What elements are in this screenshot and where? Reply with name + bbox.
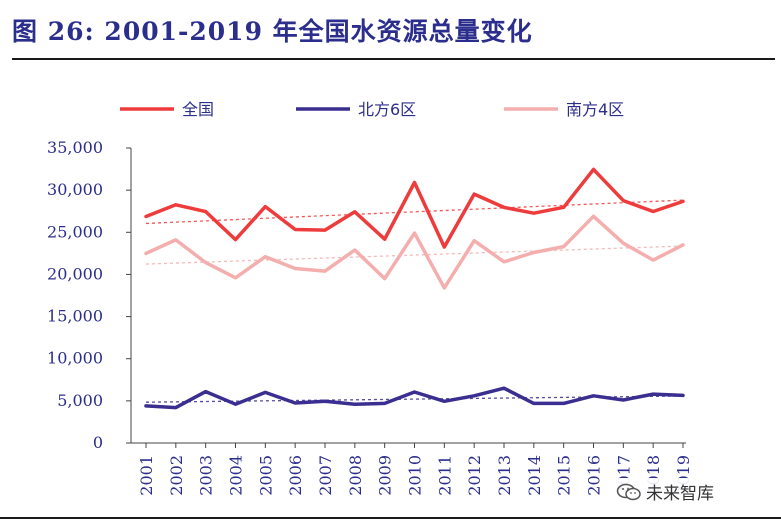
legend-label: 南方4区 <box>566 100 624 119</box>
x-axis: 2001 2002 2003 2004 2005 2006 2007 2008 2009 2010… <box>131 442 693 496</box>
y-tick-label: 5,000 <box>57 391 103 410</box>
y-tick-label: 35,000 <box>47 138 103 157</box>
x-tick-label: 2005 <box>256 455 275 496</box>
series-line <box>144 167 685 249</box>
y-tick-label: 25,000 <box>47 222 103 241</box>
x-tick-label: 2007 <box>316 455 335 496</box>
watermark-text: 未来智库 <box>646 484 714 504</box>
x-tick-label: 2003 <box>197 455 216 496</box>
footer-divider <box>0 517 781 519</box>
x-tick-label: 2014 <box>525 455 544 496</box>
x-tick-label: 2001 <box>137 455 156 496</box>
series-line <box>144 386 685 410</box>
x-tick-label: 2004 <box>227 455 246 496</box>
trendline <box>145 199 684 225</box>
x-tick-label: 2008 <box>346 455 365 496</box>
x-tick-label: 2013 <box>495 455 514 496</box>
legend-label: 全国 <box>182 100 214 119</box>
x-tick-label: 2010 <box>406 455 425 496</box>
y-tick-label: 10,000 <box>47 349 103 368</box>
wechat-icon <box>616 483 641 500</box>
series-lines <box>144 167 685 410</box>
series-line <box>144 214 685 290</box>
y-tick-label: 30,000 <box>47 180 103 199</box>
page-title: 图 26: 2001-2019 年全国水资源总量变化 <box>12 17 533 46</box>
y-tick-label: 20,000 <box>47 264 103 283</box>
watermark: 未来智库 <box>612 478 718 505</box>
x-tick-label: 2006 <box>286 455 305 496</box>
y-tick-label: 15,000 <box>47 307 103 326</box>
x-tick-label: 2011 <box>435 455 454 496</box>
x-tick-label: 2015 <box>555 455 574 496</box>
title-divider <box>12 58 775 60</box>
y-tick-label: 0 <box>93 433 103 452</box>
y-axis: 0 5,000 10,000 15,000 20,000 25,000 30,000 35,0… <box>47 138 132 452</box>
x-tick-label: 2002 <box>167 455 186 496</box>
trendline <box>145 245 684 265</box>
legend: 全国 北方6区 南方4区 <box>120 100 624 119</box>
x-tick-label: 2012 <box>465 455 484 496</box>
x-tick-label: 2009 <box>376 455 395 496</box>
x-tick-label: 2016 <box>585 455 604 496</box>
legend-label: 北方6区 <box>358 100 416 119</box>
